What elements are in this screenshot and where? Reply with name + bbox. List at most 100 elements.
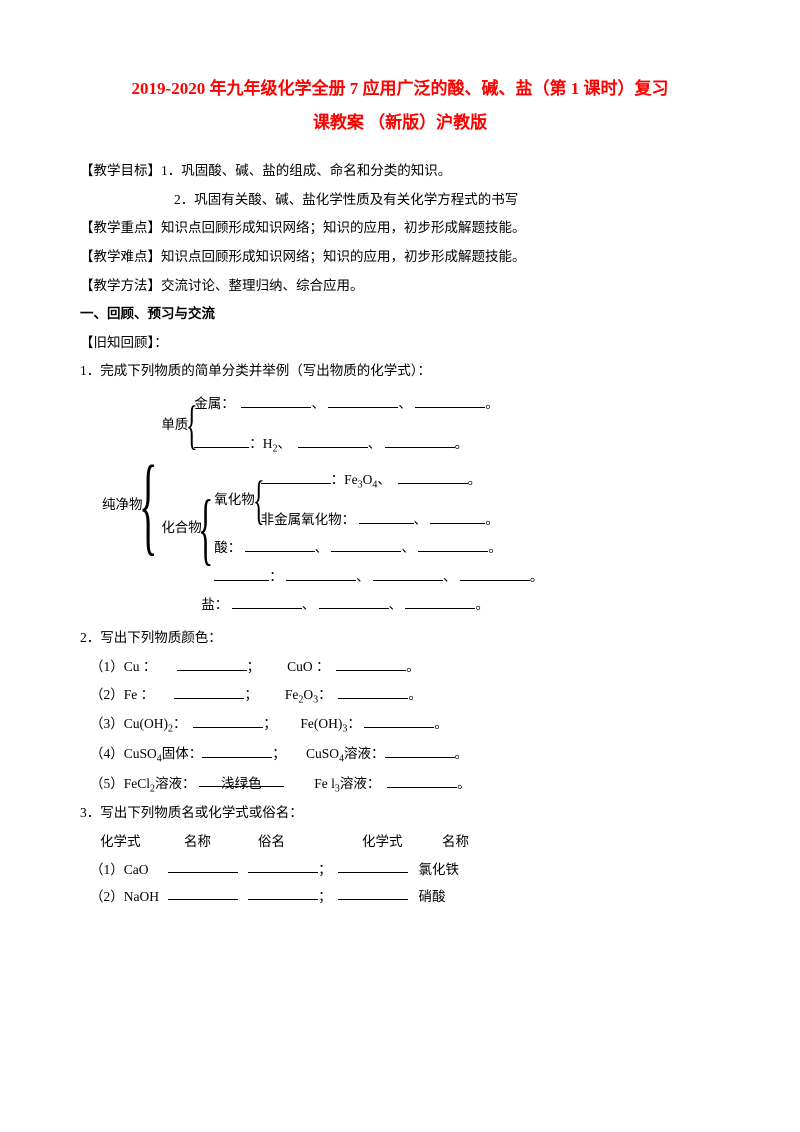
salt-label: 盐：	[201, 597, 228, 612]
blank	[248, 857, 318, 873]
blank	[298, 432, 368, 448]
q2-row-2: （2）Fe ： ； Fe2O3： 。	[90, 682, 720, 710]
blank	[168, 884, 238, 900]
q2-3a: （3）Cu(OH)2：	[90, 716, 187, 731]
simple-substance: 单质	[161, 411, 188, 439]
q3-2-formula: （2）NaOH	[90, 884, 168, 910]
q3-1-name: 氯化铁	[419, 857, 460, 883]
q2-row-1: （1）Cu ： ； CuO ： 。	[90, 654, 720, 680]
pure-substance: 纯净物	[102, 491, 143, 519]
q2-4a: （4）CuSO4固体：	[90, 746, 202, 761]
review-label: 【旧知回顾】：	[80, 330, 720, 356]
blank	[202, 742, 272, 758]
blank	[338, 683, 408, 699]
blank	[177, 655, 247, 671]
blank	[338, 884, 408, 900]
metal-label: 金属：	[194, 396, 235, 411]
q3-header: 化学式 名称 俗名 化学式 名称	[100, 829, 720, 855]
objectives-label: 【教学目标】	[80, 163, 161, 178]
blank	[373, 565, 443, 581]
blank	[338, 857, 408, 873]
title-line-2: 课教案 （新版）沪教版	[80, 106, 720, 140]
objective-2: 2．巩固有关酸、碱、盐化学性质及有关化学方程式的书写	[174, 192, 518, 207]
blank	[460, 565, 530, 581]
keypoint-row: 【教学重点】知识点回顾形成知识网络；知识的应用，初步形成解题技能。	[80, 215, 720, 241]
difficulty-label: 【教学难点】	[80, 249, 161, 264]
blank	[328, 392, 398, 408]
blank	[364, 712, 434, 728]
blank	[245, 536, 315, 552]
blank	[261, 468, 331, 484]
compound-label: 化合物	[161, 514, 202, 542]
q2-row-5: （5）FeCl2溶液： 浅绿色 Fe l3溶液： 。	[90, 771, 720, 799]
blank	[415, 392, 485, 408]
header-formula: 化学式	[100, 829, 184, 855]
blank	[214, 565, 269, 581]
section-1-heading: 一、回顾、预习与交流	[80, 301, 720, 327]
q3-1-formula: （1）CaO	[90, 857, 168, 883]
blank	[232, 593, 302, 609]
blank	[387, 772, 457, 788]
objective-2-row: 2．巩固有关酸、碱、盐化学性质及有关化学方程式的书写	[80, 187, 720, 213]
q2-4b: CuSO4溶液：	[306, 746, 385, 761]
q2-1a: （1）Cu ：	[90, 659, 156, 674]
acid-label: 酸：	[214, 540, 241, 555]
q1-prompt: 1．完成下列物质的简单分类并举例（写出物质的化学式）：	[80, 358, 720, 384]
blank	[241, 392, 311, 408]
blank	[430, 508, 485, 524]
blank	[174, 683, 244, 699]
h2-text: ：H2、	[249, 436, 291, 451]
brace-icon: {	[139, 458, 157, 552]
blank	[385, 432, 455, 448]
q2-answers: （1）Cu ： ； CuO ： 。 （2）Fe ： ； Fe2O3： 。 （3）…	[90, 654, 720, 798]
blank	[193, 712, 263, 728]
q2-1b: CuO ：	[287, 659, 329, 674]
answer-text: 浅绿色	[221, 776, 262, 791]
classification-tree: 纯净物 { 单质 { 金属： 、 、 。 ：H2、 、 。	[102, 390, 720, 619]
teaching-objectives: 【教学目标】1．巩固酸、碱、盐的组成、命名和分类的知识。	[80, 158, 720, 184]
method-row: 【教学方法】交流讨论、整理归纳、综合应用。	[80, 273, 720, 299]
blank	[248, 884, 318, 900]
brace-icon: {	[186, 401, 198, 450]
blank	[418, 536, 488, 552]
blank	[319, 593, 389, 609]
q2-2a: （2）Fe ：	[90, 687, 154, 702]
q2-3b: Fe(OH)3：	[300, 716, 361, 731]
method-text: 交流讨论、整理归纳、综合应用。	[161, 278, 364, 293]
answer-filled: 浅绿色	[199, 771, 284, 787]
nonmetal-oxide-label: 非金属氧化物：	[261, 512, 356, 527]
header-common: 俗名	[258, 829, 362, 855]
oxide-label: 氧化物	[214, 486, 255, 514]
q2-row-4: （4）CuSO4固体：； CuSO4溶液：。	[90, 741, 720, 769]
blank	[398, 468, 468, 484]
blank	[194, 432, 249, 448]
keypoint-label: 【教学重点】	[80, 220, 161, 235]
blank	[286, 565, 356, 581]
q3-2-name: 硝酸	[419, 884, 446, 910]
difficulty-text: 知识点回顾形成知识网络；知识的应用，初步形成解题技能。	[161, 249, 526, 264]
header-name: 名称	[184, 829, 258, 855]
header-formula-2: 化学式	[362, 829, 442, 855]
blank	[385, 742, 455, 758]
q2-2b: Fe2O3：	[285, 687, 332, 702]
q3-row-2: （2）NaOH ； 硝酸	[90, 884, 720, 910]
blank	[359, 508, 414, 524]
document-title: 2019-2020 年九年级化学全册 7 应用广泛的酸、碱、盐（第 1 课时）复…	[80, 72, 720, 140]
header-name-2: 名称	[442, 829, 469, 855]
q3-prompt: 3．写出下列物质名或化学式或俗名：	[80, 800, 720, 826]
q3-row-1: （1）CaO ； 氯化铁	[90, 857, 720, 883]
blank	[336, 655, 406, 671]
q2-row-3: （3）Cu(OH)2： ； Fe(OH)3： 。	[90, 711, 720, 739]
objective-1: 1．巩固酸、碱、盐的组成、命名和分类的知识。	[161, 163, 451, 178]
title-line-1: 2019-2020 年九年级化学全册 7 应用广泛的酸、碱、盐（第 1 课时）复…	[80, 72, 720, 106]
brace-icon: {	[253, 476, 265, 525]
difficulty-row: 【教学难点】知识点回顾形成知识网络；知识的应用，初步形成解题技能。	[80, 244, 720, 270]
fe3o4-text: ：Fe3O4、	[331, 472, 391, 487]
q2-5b: Fe l3溶液：	[314, 776, 380, 791]
blank	[168, 857, 238, 873]
blank	[405, 593, 475, 609]
q2-5a: （5）FeCl2溶液：	[90, 776, 196, 791]
q2-prompt: 2．写出下列物质颜色：	[80, 625, 720, 651]
method-label: 【教学方法】	[80, 278, 161, 293]
brace-icon: {	[198, 495, 213, 563]
